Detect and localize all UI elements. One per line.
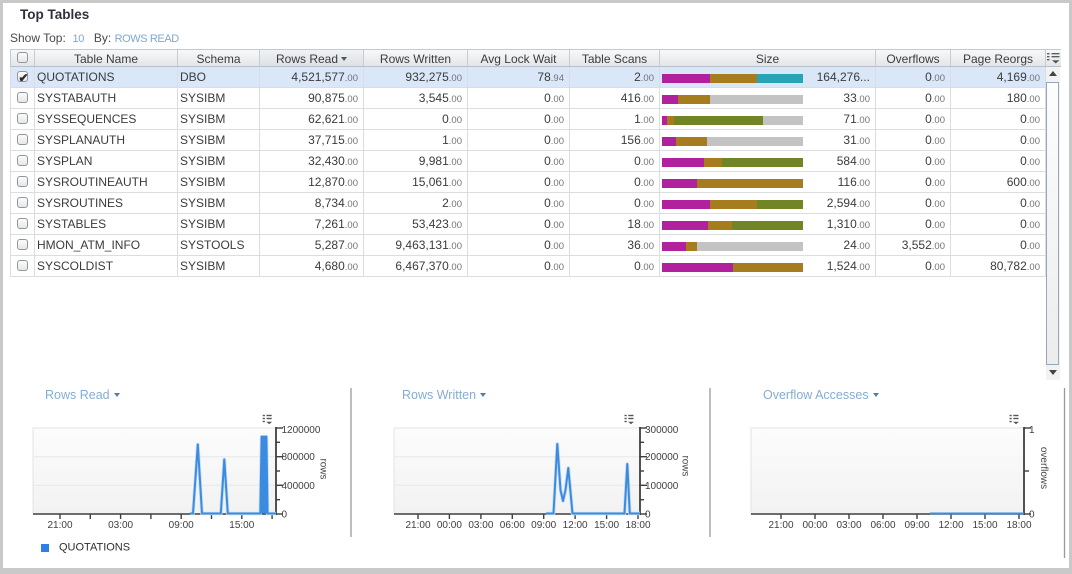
svg-text:15:00: 15:00 [972,520,997,531]
svg-text:12:00: 12:00 [938,520,963,531]
svg-text:100000: 100000 [645,481,679,492]
svg-text:06:00: 06:00 [500,520,525,531]
svg-text:1200000: 1200000 [282,425,321,436]
svg-text:rows: rows [679,455,690,476]
svg-text:18:00: 18:00 [1006,520,1031,531]
svg-text:00:00: 00:00 [802,520,827,531]
svg-text:18:00: 18:00 [625,520,650,531]
svg-text:09:00: 09:00 [531,520,556,531]
svg-text:03:00: 03:00 [468,520,493,531]
svg-text:09:00: 09:00 [169,520,194,531]
svg-text:800000: 800000 [282,452,316,463]
svg-text:06:00: 06:00 [870,520,895,531]
svg-text:200000: 200000 [645,452,679,463]
svg-text:09:00: 09:00 [904,520,929,531]
svg-text:21:00: 21:00 [47,520,72,531]
svg-text:03:00: 03:00 [836,520,861,531]
svg-text:0: 0 [645,510,651,521]
svg-text:400000: 400000 [282,481,316,492]
svg-text:15:00: 15:00 [229,520,254,531]
svg-text:300000: 300000 [645,425,679,436]
svg-text:0: 0 [1029,510,1035,521]
svg-text:0: 0 [282,510,288,521]
svg-text:21:00: 21:00 [768,520,793,531]
svg-text:QUOTATIONS: QUOTATIONS [59,542,130,554]
svg-text:00:00: 00:00 [437,520,462,531]
svg-text:rows: rows [317,458,328,479]
svg-text:1: 1 [1029,425,1035,436]
svg-text:12:00: 12:00 [563,520,588,531]
svg-text:15:00: 15:00 [594,520,619,531]
svg-text:overflows: overflows [1038,447,1049,489]
svg-text:03:00: 03:00 [108,520,133,531]
svg-text:21:00: 21:00 [405,520,430,531]
